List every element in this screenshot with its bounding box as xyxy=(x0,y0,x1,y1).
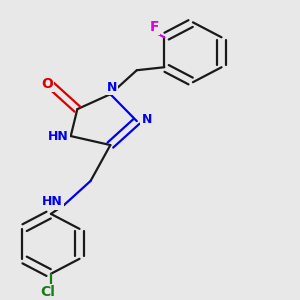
Text: HN: HN xyxy=(42,195,63,208)
Text: N: N xyxy=(142,113,152,126)
Text: N: N xyxy=(107,81,117,94)
Text: F: F xyxy=(150,20,159,34)
Text: HN: HN xyxy=(48,130,69,143)
Text: Cl: Cl xyxy=(40,285,55,299)
Text: O: O xyxy=(41,77,53,91)
